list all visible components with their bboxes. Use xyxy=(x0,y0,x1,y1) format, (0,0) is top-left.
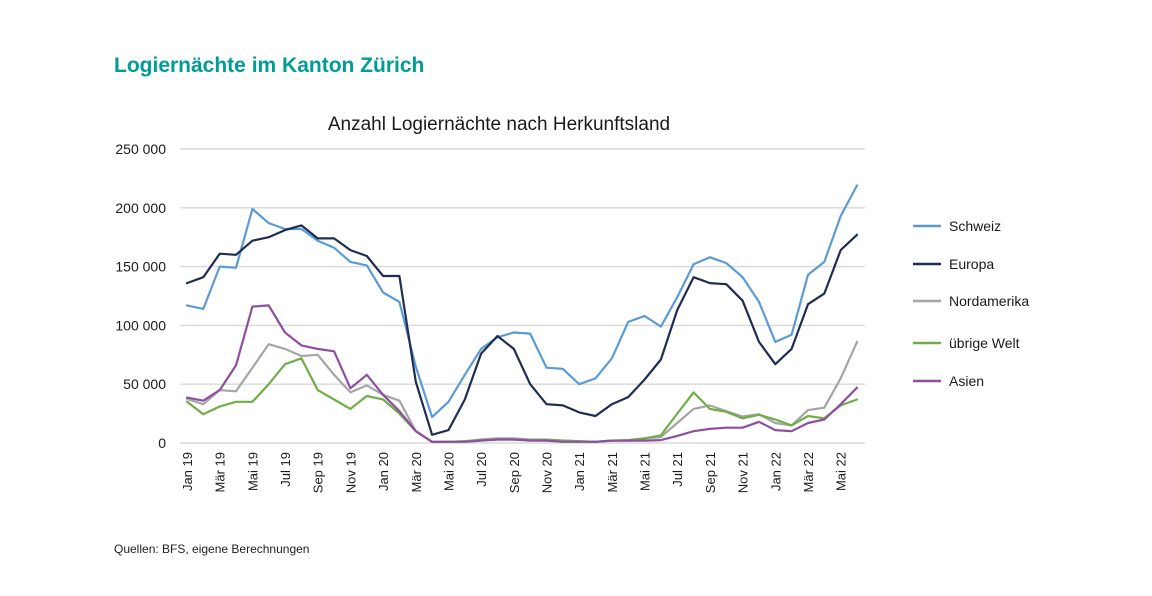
x-tick-label: Sep 20 xyxy=(507,452,522,493)
y-tick-label: 200 000 xyxy=(115,200,166,216)
x-tick-label: Nov 20 xyxy=(540,452,555,493)
x-tick-label: Mär 22 xyxy=(801,452,816,492)
x-tick-label: Jul 19 xyxy=(278,452,293,487)
legend-item: Schweiz xyxy=(913,218,1001,234)
legend-item: übrige Welt xyxy=(913,335,1020,351)
legend-label: Europa xyxy=(949,256,994,272)
series-line-asien xyxy=(185,304,859,443)
source-note: Quellen: BFS, eigene Berechnungen xyxy=(114,542,310,556)
x-tick-label: Nov 21 xyxy=(736,452,751,493)
legend-label: Asien xyxy=(949,373,984,389)
legend-item: Asien xyxy=(913,373,984,389)
x-tick-label: Jul 20 xyxy=(474,452,489,487)
x-tick-label: Mai 19 xyxy=(245,452,260,491)
x-tick-label: Nov 19 xyxy=(343,452,358,493)
x-tick-label: Jan 22 xyxy=(768,452,783,491)
series-line-europa xyxy=(185,224,859,436)
y-tick-label: 250 000 xyxy=(115,141,166,157)
series-line-nordamerika xyxy=(185,340,859,443)
legend-item: Europa xyxy=(913,256,994,272)
x-axis-ticks: Jan 19 Mär 19 Mai 19 Jul 19 Sep 19 Nov 19 Jan … xyxy=(180,452,849,493)
y-tick-label: 150 000 xyxy=(115,259,166,275)
x-tick-label: Mai 21 xyxy=(638,452,653,491)
x-tick-label: Jan 19 xyxy=(180,452,195,491)
legend-item: Nordamerika xyxy=(913,293,1029,309)
chart-title: Anzahl Logiernächte nach Herkunftsland xyxy=(328,114,670,135)
gridlines xyxy=(180,148,865,444)
series-line-übrige-welt xyxy=(185,357,859,443)
y-tick-label: 0 xyxy=(158,435,166,451)
legend-label: übrige Welt xyxy=(949,335,1020,351)
x-tick-label: Jul 21 xyxy=(670,452,685,487)
series-lines xyxy=(185,184,859,443)
y-tick-label: 100 000 xyxy=(115,317,166,333)
legend-label: Schweiz xyxy=(949,218,1001,234)
x-tick-label: Mai 22 xyxy=(834,452,849,491)
x-tick-label: Mär 19 xyxy=(213,452,228,492)
x-tick-label: Mai 20 xyxy=(441,452,456,491)
legend: Schweiz Europa Nordamerika übrige Welt Asien xyxy=(913,218,1029,389)
y-axis-ticks: 0 50 000 100 000 150 000 200 000 250 000 xyxy=(115,141,166,451)
x-tick-label: Jan 21 xyxy=(572,452,587,491)
x-tick-label: Mär 20 xyxy=(409,452,424,492)
y-tick-label: 50 000 xyxy=(123,376,166,392)
x-tick-label: Sep 21 xyxy=(703,452,718,493)
x-tick-label: Mär 21 xyxy=(605,452,620,492)
x-tick-label: Sep 19 xyxy=(311,452,326,493)
series-line-schweiz xyxy=(185,184,859,419)
legend-label: Nordamerika xyxy=(949,293,1029,309)
x-tick-label: Jan 20 xyxy=(376,452,391,491)
page-title: Logiernächte im Kanton Zürich xyxy=(114,54,425,77)
